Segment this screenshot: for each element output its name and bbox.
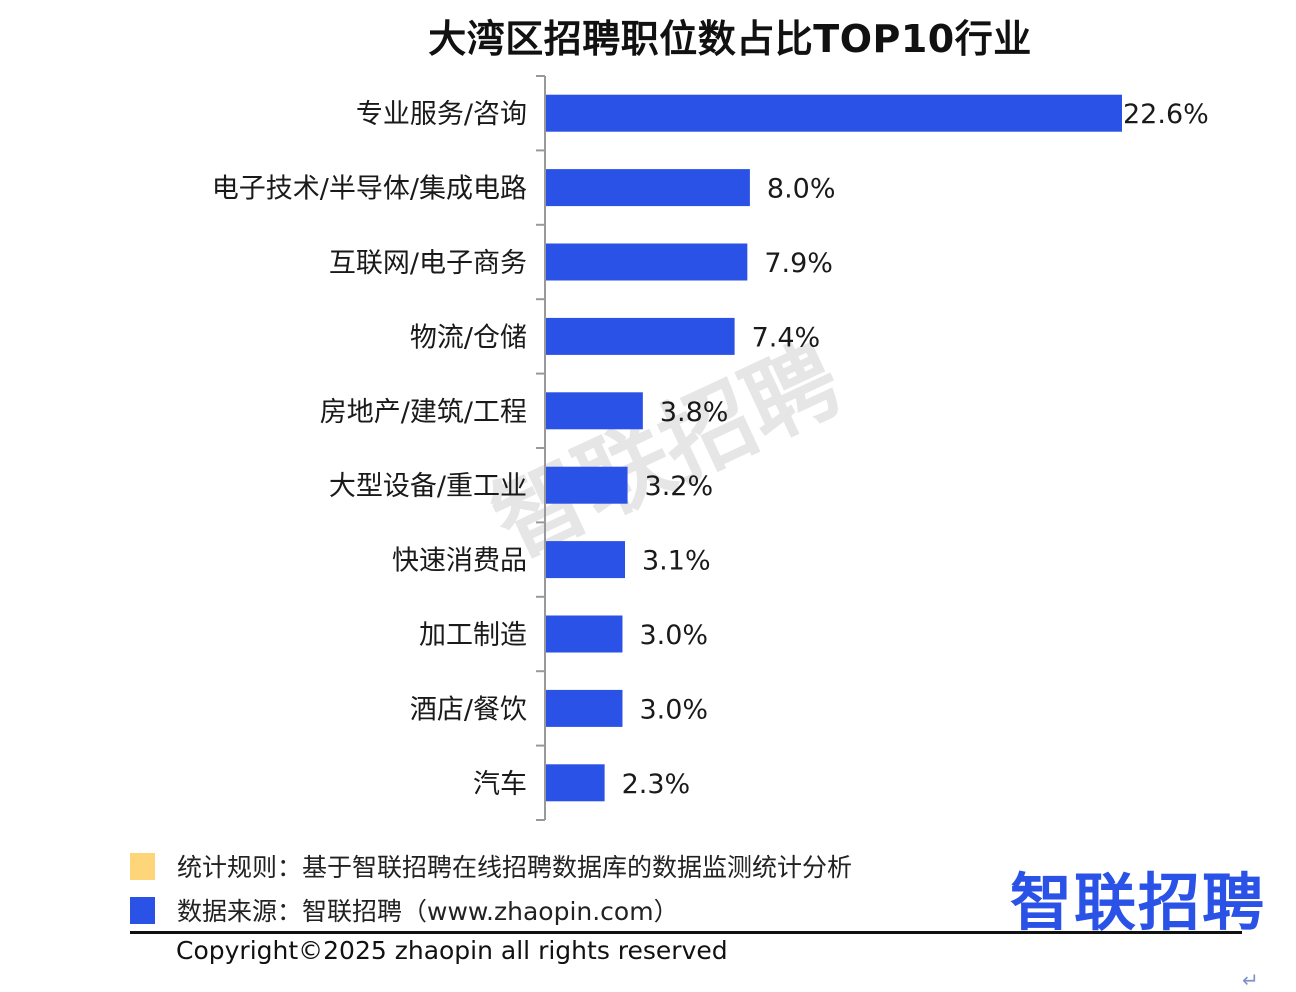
watermark-text: 智联招聘 [477, 325, 856, 578]
category-label: 快速消费品 [392, 546, 527, 577]
category-label: 加工制造 [419, 620, 527, 651]
bar [546, 94, 1122, 132]
bar-chart: 智联招聘 专业服务/咨询 22.6% 电子技术/半导体/集成电路 8.0% 互联网/电子商… [212, 75, 1209, 821]
value-label: 22.6% [1123, 99, 1209, 130]
category-label: 电子技术/半导体/集成电路 [212, 174, 527, 205]
return-icon: ↵ [1242, 968, 1259, 992]
value-label: 7.9% [764, 248, 833, 279]
legend-source: 数据来源：智联招聘（www.zhaopin.com） [130, 892, 679, 928]
category-label: 汽车 [473, 769, 527, 800]
value-label: 7.4% [752, 322, 821, 353]
rule-swatch [130, 852, 155, 880]
value-label: 8.0% [767, 174, 836, 205]
value-label: 3.8% [660, 397, 729, 428]
bar [546, 764, 605, 802]
category-label: 酒店/餐饮 [410, 694, 527, 725]
source-swatch [130, 896, 155, 924]
value-label: 3.0% [639, 620, 708, 651]
brand-logo: 智联招聘 [1010, 866, 1267, 939]
category-label: 大型设备/重工业 [329, 471, 527, 502]
value-label: 3.0% [639, 694, 708, 725]
bar [546, 169, 750, 207]
bar [546, 466, 628, 504]
value-label: 3.2% [645, 471, 714, 502]
footer-divider [130, 931, 1242, 934]
bar [546, 541, 626, 579]
bar [546, 689, 623, 727]
category-label: 房地产/建筑/工程 [320, 397, 527, 428]
value-label: 3.1% [642, 546, 711, 577]
bar [546, 615, 623, 653]
bar [546, 243, 748, 281]
value-label: 2.3% [622, 769, 691, 800]
category-label: 互联网/电子商务 [329, 248, 527, 279]
rule-text: 统计规则：基于智联招聘在线招聘数据库的数据监测统计分析 [177, 853, 853, 882]
source-text: 数据来源：智联招聘（www.zhaopin.com） [177, 897, 679, 926]
bar [546, 392, 643, 430]
chart-title: 大湾区招聘职位数占比TOP10行业 [428, 17, 1032, 61]
bar [546, 317, 735, 355]
category-label: 专业服务/咨询 [356, 99, 527, 130]
copyright-text: Copyright©2025 zhaopin all rights reserv… [176, 936, 728, 965]
legend-rule: 统计规则：基于智联招聘在线招聘数据库的数据监测统计分析 [130, 848, 852, 884]
category-label: 物流/仓储 [410, 322, 527, 353]
